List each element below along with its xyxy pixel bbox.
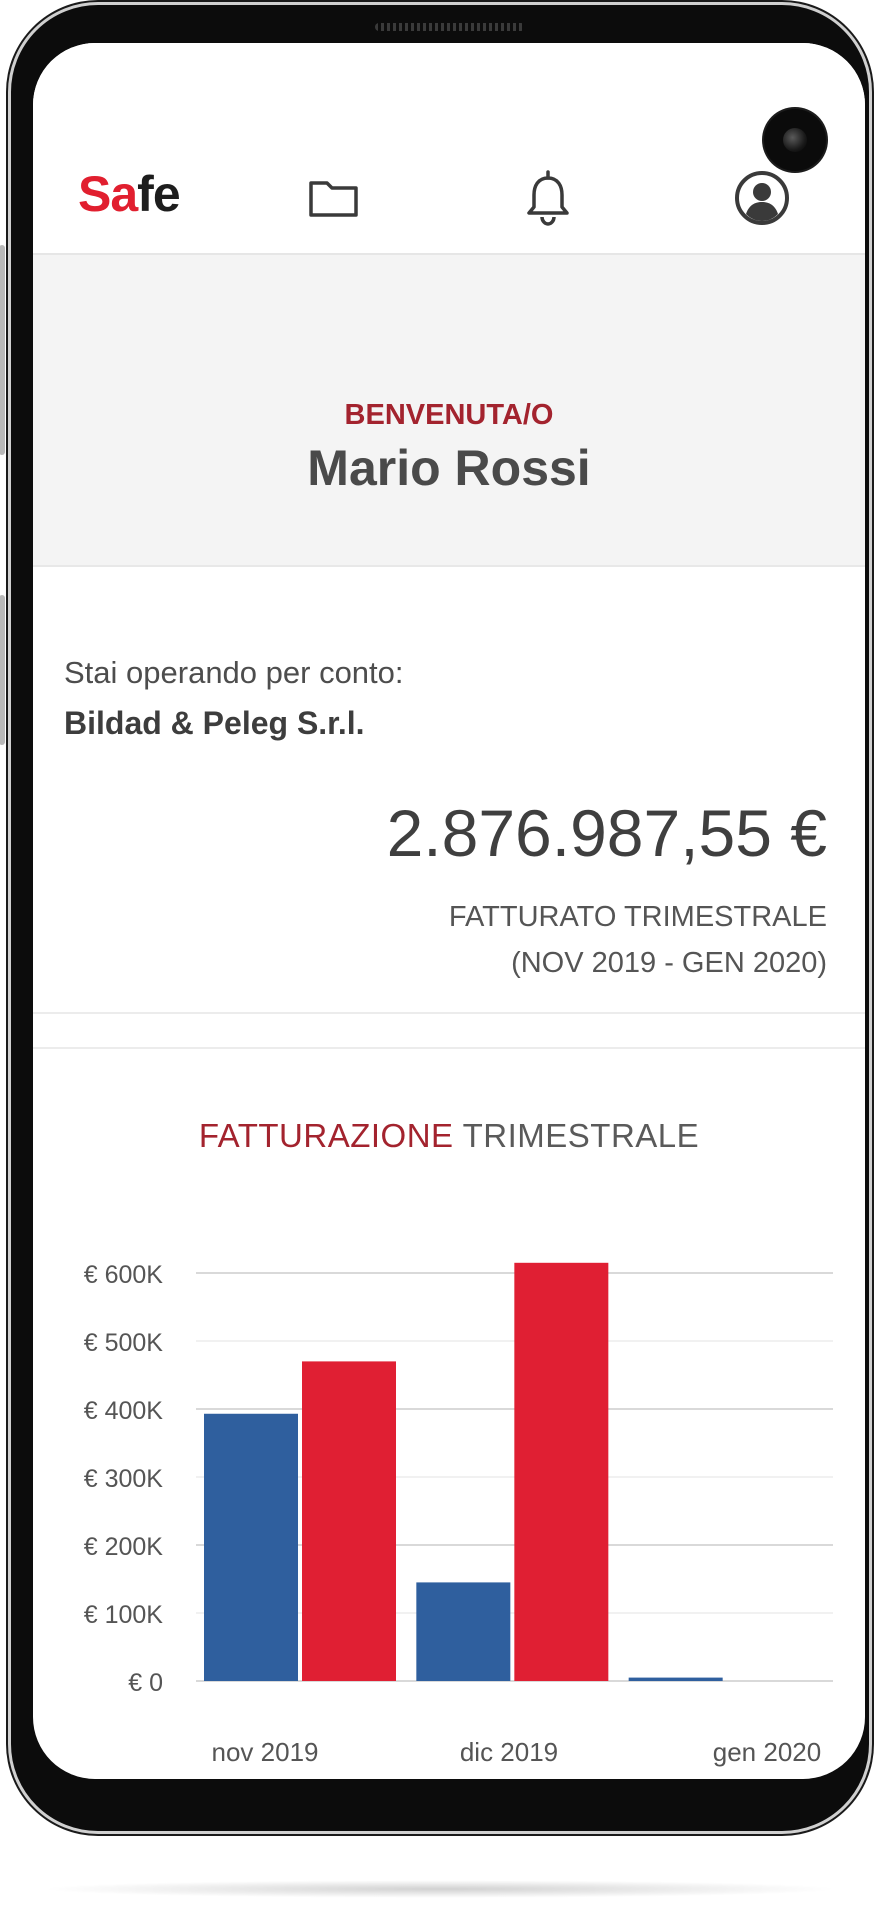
chart-bar [416, 1582, 511, 1681]
x-tick-label: dic 2019 [460, 1737, 558, 1767]
revenue-period: (NOV 2019 - GEN 2020) [511, 947, 827, 979]
section-divider [33, 1047, 865, 1049]
chart-title: FATTURAZIONE TRIMESTRALE [33, 1117, 865, 1155]
x-tick-label: gen 2020 [713, 1737, 821, 1767]
chart-title-part1: FATTURAZIONE [198, 1117, 454, 1154]
quarterly-revenue-label: FATTURATO TRIMESTRALE [448, 901, 827, 933]
phone-side-button [0, 245, 5, 455]
chart-bar [628, 1677, 723, 1681]
chart-title-part2: TRIMESTRALE [462, 1117, 700, 1154]
y-tick-label: € 0 [128, 1669, 163, 1697]
floor-shadow [40, 1880, 840, 1898]
logo-text-part2: fe [137, 166, 180, 222]
company-name: Bildad & Peleg S.r.l. [64, 705, 365, 741]
x-tick-label: nov 2019 [212, 1737, 319, 1767]
phone-frame: Safe [0, 2, 872, 1834]
folder-icon[interactable] [305, 169, 363, 227]
logo-text-part1: Sa [78, 166, 138, 222]
y-tick-label: € 200K [84, 1533, 164, 1561]
chart-bar [514, 1262, 609, 1681]
phone-side-button [0, 595, 5, 745]
app-header: Safe [33, 43, 865, 255]
front-camera [764, 109, 826, 171]
bell-icon[interactable] [519, 169, 577, 227]
app-screen: Safe [33, 43, 865, 1779]
y-tick-label: € 600K [84, 1261, 164, 1289]
user-account-icon[interactable] [733, 169, 791, 227]
user-name: Mario Rossi [307, 440, 591, 496]
y-tick-label: € 400K [84, 1397, 164, 1425]
y-tick-label: € 500K [84, 1329, 164, 1357]
quarterly-invoicing-chart: € 600K € 500K € 400K € 300K € 200K € 100K € 0 n… [84, 1261, 833, 1767]
account-section: Stai operando per conto: Bildad & Peleg … [33, 567, 865, 1014]
phone-speaker [375, 23, 525, 31]
welcome-label: BENVENUTA/O [344, 399, 554, 431]
app-logo[interactable]: Safe [78, 165, 181, 223]
y-tick-label: € 100K [84, 1601, 164, 1629]
chart-bar [204, 1413, 298, 1681]
y-tick-label: € 300K [84, 1465, 164, 1493]
operating-for-label: Stai operando per conto: [64, 655, 404, 690]
chart-bar [302, 1361, 396, 1681]
welcome-section: BENVENUTA/O Mario Rossi [33, 255, 865, 567]
quarterly-revenue-amount: 2.876.987,55 € [386, 796, 827, 870]
